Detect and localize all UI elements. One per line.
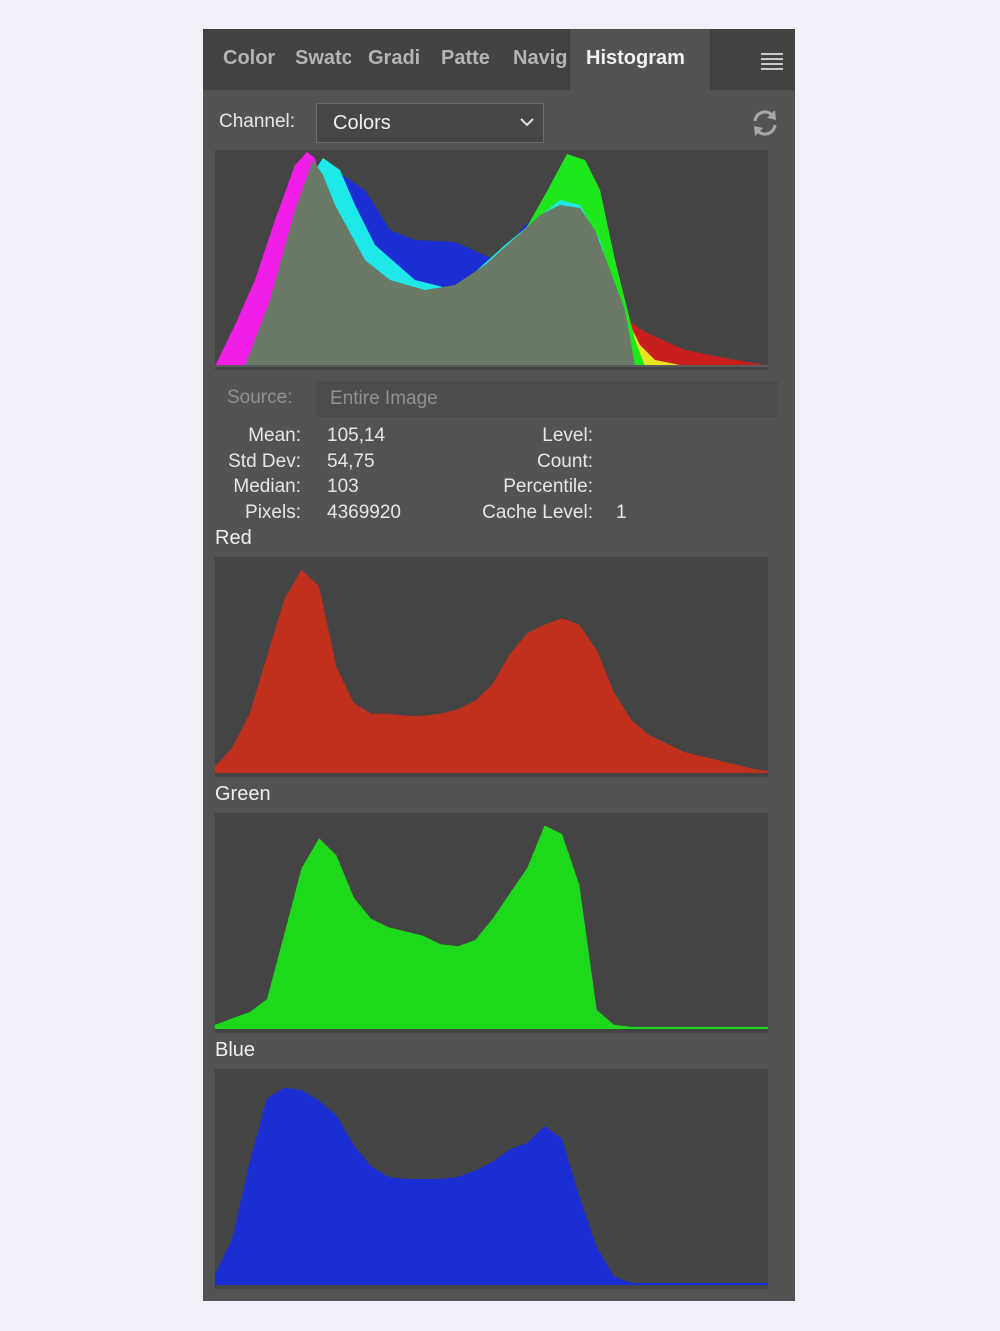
std-dev-label: Std Dev: — [228, 451, 301, 472]
mean-label: Mean: — [248, 425, 301, 446]
tab-gradients[interactable]: Gradi — [368, 47, 421, 69]
median-label: Median: — [233, 476, 301, 497]
red-histogram — [215, 557, 768, 777]
green-histogram-area — [215, 825, 768, 1029]
chevron-down-icon — [520, 118, 534, 127]
tab-swatches[interactable]: Swatc — [295, 47, 351, 69]
hamburger-menu-icon[interactable] — [761, 53, 783, 70]
blue-histogram-plot — [215, 1087, 768, 1285]
tab-navigator[interactable]: Navig — [513, 47, 568, 69]
percentile-label: Percentile: — [503, 476, 593, 497]
median-value: 103 — [327, 476, 359, 497]
composite-overlap-area — [245, 160, 635, 366]
green-histogram-plot — [215, 825, 768, 1029]
blue-histogram — [215, 1069, 768, 1289]
count-label: Count: — [537, 451, 593, 472]
cache-level-value: 1 — [616, 502, 627, 523]
pixels-label: Pixels: — [245, 502, 301, 523]
red-channel-label: Red — [215, 527, 252, 549]
source-row: Source: Entire Image — [215, 381, 779, 417]
refresh-icon[interactable] — [749, 107, 781, 139]
red-histogram-area — [215, 569, 768, 773]
channel-dropdown[interactable]: Colors — [316, 103, 544, 143]
histogram-panel: Color Swatc Gradi Patte Navig Histogram … — [203, 29, 795, 1301]
blue-channel-label: Blue — [215, 1039, 256, 1061]
tab-patterns[interactable]: Patte — [441, 47, 490, 69]
channel-dropdown-value: Colors — [333, 112, 391, 134]
tab-color[interactable]: Color — [223, 47, 276, 69]
composite-histogram — [215, 150, 768, 370]
pixels-value: 4369920 — [327, 502, 401, 523]
level-label: Level: — [542, 425, 593, 446]
green-histogram — [215, 813, 768, 1033]
cache-level-label: Cache Level: — [482, 502, 593, 523]
tab-histogram[interactable]: Histogram — [570, 29, 710, 90]
composite-histogram-plot — [215, 152, 768, 367]
blue-histogram-area — [215, 1087, 768, 1285]
mean-value: 105,14 — [327, 425, 386, 446]
channel-label: Channel: — [219, 111, 296, 132]
panel-tab-bar: Color Swatc Gradi Patte Navig Histogram — [203, 29, 795, 90]
source-label: Source: — [227, 387, 293, 408]
green-channel-label: Green — [215, 783, 271, 805]
red-histogram-plot — [215, 569, 768, 773]
std-dev-value: 54,75 — [327, 451, 375, 472]
source-dropdown[interactable]: Entire Image — [316, 381, 778, 417]
